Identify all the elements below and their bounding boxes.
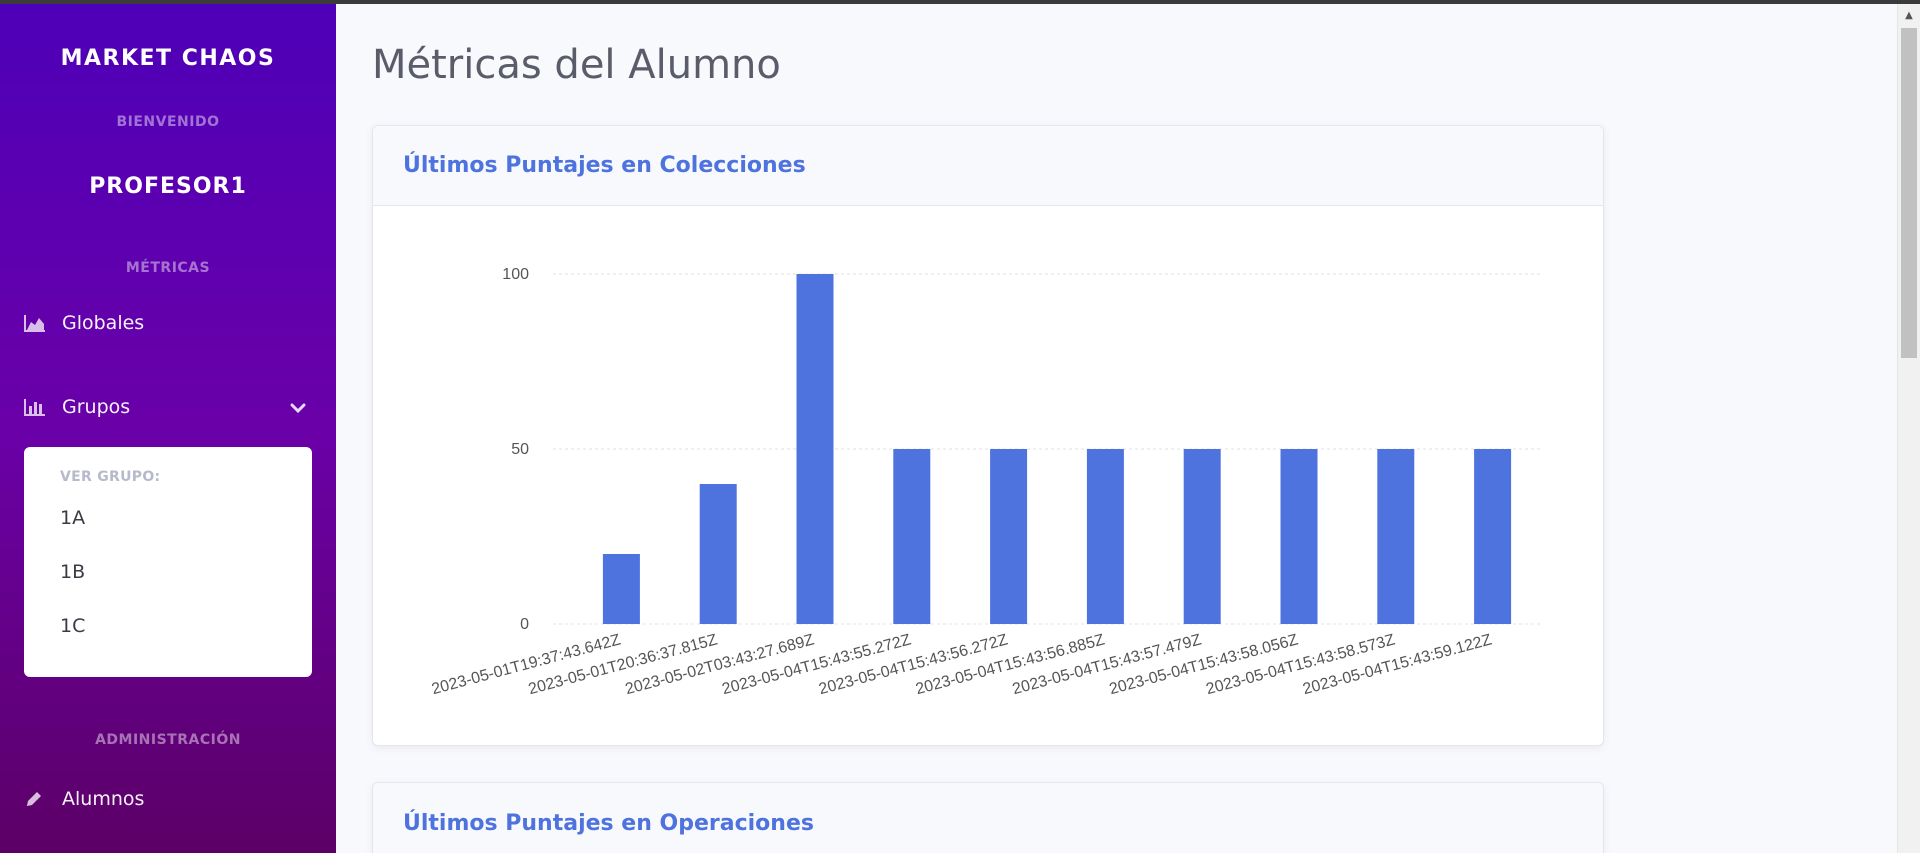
bar[interactable] xyxy=(602,554,640,624)
bar[interactable] xyxy=(990,449,1028,624)
operations-scores-card: Últimos Puntajes en Operaciones xyxy=(372,782,1604,853)
bar[interactable] xyxy=(1086,449,1124,624)
collections-scores-card: Últimos Puntajes en Colecciones 0 50 100 20… xyxy=(372,125,1604,746)
sidebar-item-alumnos[interactable]: Alumnos xyxy=(24,779,314,819)
group-item-1a[interactable]: 1A xyxy=(60,507,86,529)
y-tick-label: 50 xyxy=(511,441,529,458)
card-header: Últimos Puntajes en Colecciones xyxy=(373,126,1603,206)
page-scrollbar[interactable]: ▲ xyxy=(1897,4,1920,853)
scroll-up-arrow-icon[interactable]: ▲ xyxy=(1905,9,1913,21)
scroll-thumb[interactable] xyxy=(1901,28,1917,358)
bar[interactable] xyxy=(1183,449,1221,624)
page-title: Métricas del Alumno xyxy=(372,42,781,88)
sidebar-item-label: Grupos xyxy=(62,396,131,418)
chart-bar-icon xyxy=(24,396,50,418)
pencil-icon xyxy=(24,788,50,810)
window-top-border xyxy=(0,0,1920,4)
y-tick-label: 100 xyxy=(502,266,529,283)
bar-chart-container: 0 50 100 2023-05-01T19:37:43.642Z 2023-05-01… xyxy=(373,206,1603,745)
bar[interactable] xyxy=(1474,449,1512,624)
sidebar-item-grupos[interactable]: Grupos xyxy=(24,387,314,427)
groups-panel-heading: VER GRUPO: xyxy=(60,469,161,485)
chevron-down-icon[interactable] xyxy=(290,397,306,419)
card-header: Últimos Puntajes en Operaciones xyxy=(373,783,1603,853)
bar[interactable] xyxy=(796,274,834,624)
group-item-1b[interactable]: 1B xyxy=(60,561,86,583)
bar[interactable] xyxy=(1280,449,1318,624)
chart-area-icon xyxy=(24,312,50,334)
metrics-heading: MÉTRICAS xyxy=(125,260,211,276)
groups-collapse-panel: VER GRUPO: 1A 1B 1C xyxy=(24,447,312,677)
card-title: Últimos Puntajes en Operaciones xyxy=(403,810,814,836)
y-tick-label: 0 xyxy=(520,616,529,633)
brand-logo[interactable]: MARKET CHAOS xyxy=(60,46,276,71)
bar[interactable] xyxy=(699,484,737,624)
bar-chart: 0501002023-05-01T19:37:43.642Z2023-05-01… xyxy=(430,266,1541,698)
sidebar-item-label: Alumnos xyxy=(62,788,145,810)
sidebar-item-globales[interactable]: Globales xyxy=(24,303,314,343)
sidebar: MARKET CHAOS BIENVENIDO PROFESOR1 MÉTRIC… xyxy=(0,4,336,853)
username: PROFESOR1 xyxy=(89,174,247,199)
card-title: Últimos Puntajes en Colecciones xyxy=(403,153,806,178)
bar[interactable] xyxy=(893,449,931,624)
bar[interactable] xyxy=(1377,449,1415,624)
welcome-heading: BIENVENIDO xyxy=(116,114,220,130)
admin-heading: ADMINISTRACIÓN xyxy=(95,732,241,748)
sidebar-item-label: Globales xyxy=(62,312,145,334)
group-item-1c[interactable]: 1C xyxy=(60,615,86,637)
